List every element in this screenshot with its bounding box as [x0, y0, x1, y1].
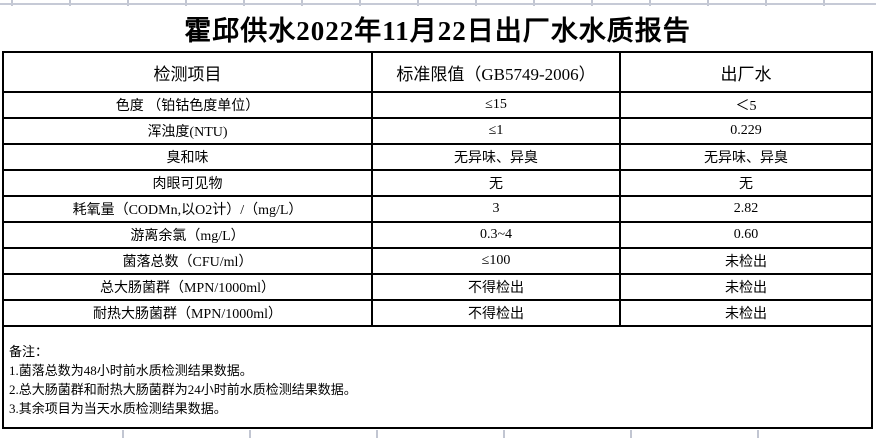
table-row-thermotolerant-coliform: 耐热大肠菌群（MPN/1000ml） 不得检出 未检出 [4, 301, 871, 327]
cell-standard-limit: 不得检出 [373, 275, 621, 299]
table-row-free-chlorine: 游离余氯（mg/L） 0.3~4 0.60 [4, 223, 871, 249]
cell-outgoing-water: 未检出 [725, 255, 767, 270]
cell-standard-limit: 3 [373, 197, 621, 221]
cell-standard-limit: ≤15 [373, 93, 621, 117]
note-line-1: 1.菌落总数为48小时前水质检测结果数据。 [9, 363, 253, 378]
notes-block: 备注： 1.菌落总数为48小时前水质检测结果数据。 2.总大肠菌群和耐热大肠菌群… [4, 327, 871, 427]
cell-parameter: 浑浊度(NTU) [4, 119, 373, 143]
table-row-colony-count: 菌落总数（CFU/ml） ≤100 未检出 [4, 249, 871, 275]
header-cell-standard-limit: 标准限值（GB5749-2006） [373, 53, 621, 91]
note-line-2: 2.总大肠菌群和耐热大肠菌群为24小时前水质检测结果数据。 [9, 382, 357, 397]
table-row-turbidity: 浑浊度(NTU) ≤1 0.229 [4, 119, 871, 145]
cell-outgoing-water: 0.60 [733, 227, 759, 242]
cell-standard-limit: 不得检出 [373, 301, 621, 325]
bottom-grid-ticks [0, 430, 876, 438]
cell-parameter: 耐热大肠菌群（MPN/1000ml） [4, 301, 373, 325]
notes-label: 备注： [9, 344, 49, 359]
cell-standard-limit: ≤100 [373, 249, 621, 273]
water-quality-table: 检测项目 标准限值（GB5749-2006） 出厂水 色度 （铂钴色度单位） ≤… [2, 51, 873, 429]
cell-outgoing-water: 未检出 [725, 281, 767, 296]
cell-standard-limit: 无 [373, 171, 621, 195]
cell-outgoing-water: 2.82 [733, 201, 759, 216]
cell-outgoing-water: 未检出 [725, 307, 767, 322]
header-cell-outgoing-water: 出厂水 [720, 64, 772, 84]
cell-outgoing-water: 无 [739, 177, 753, 192]
table-row-chroma: 色度 （铂钴色度单位） ≤15 ＜5 [4, 93, 871, 119]
cell-parameter: 肉眼可见物 [4, 171, 373, 195]
cell-outgoing-water: ＜5 [735, 99, 757, 114]
cell-parameter: 耗氧量（CODMn,以O2计）/（mg/L） [4, 197, 373, 221]
top-grid-line [0, 3, 876, 5]
note-line-3: 3.其余项目为当天水质检测结果数据。 [9, 401, 227, 416]
cell-parameter: 臭和味 [4, 145, 373, 169]
cell-standard-limit: 无异味、异臭 [373, 145, 621, 169]
table-row-visible-matter: 肉眼可见物 无 无 [4, 171, 871, 197]
cell-parameter: 色度 （铂钴色度单位） [4, 93, 373, 117]
cell-parameter: 菌落总数（CFU/ml） [4, 249, 373, 273]
table-row-total-coliform: 总大肠菌群（MPN/1000ml） 不得检出 未检出 [4, 275, 871, 301]
header-cell-parameter: 检测项目 [4, 53, 373, 91]
cell-parameter: 游离余氯（mg/L） [4, 223, 373, 247]
cell-outgoing-water: 无异味、异臭 [704, 151, 788, 166]
table-header-row: 检测项目 标准限值（GB5749-2006） 出厂水 [4, 53, 871, 93]
table-row-oxygen-consumption: 耗氧量（CODMn,以O2计）/（mg/L） 3 2.82 [4, 197, 871, 223]
report-title: 霍邱供水2022年11月22日出厂水水质报告 [184, 16, 691, 46]
cell-outgoing-water: 0.229 [730, 123, 762, 138]
cell-standard-limit: 0.3~4 [373, 223, 621, 247]
table-row-odor-taste: 臭和味 无异味、异臭 无异味、异臭 [4, 145, 871, 171]
cell-parameter: 总大肠菌群（MPN/1000ml） [4, 275, 373, 299]
cell-standard-limit: ≤1 [373, 119, 621, 143]
